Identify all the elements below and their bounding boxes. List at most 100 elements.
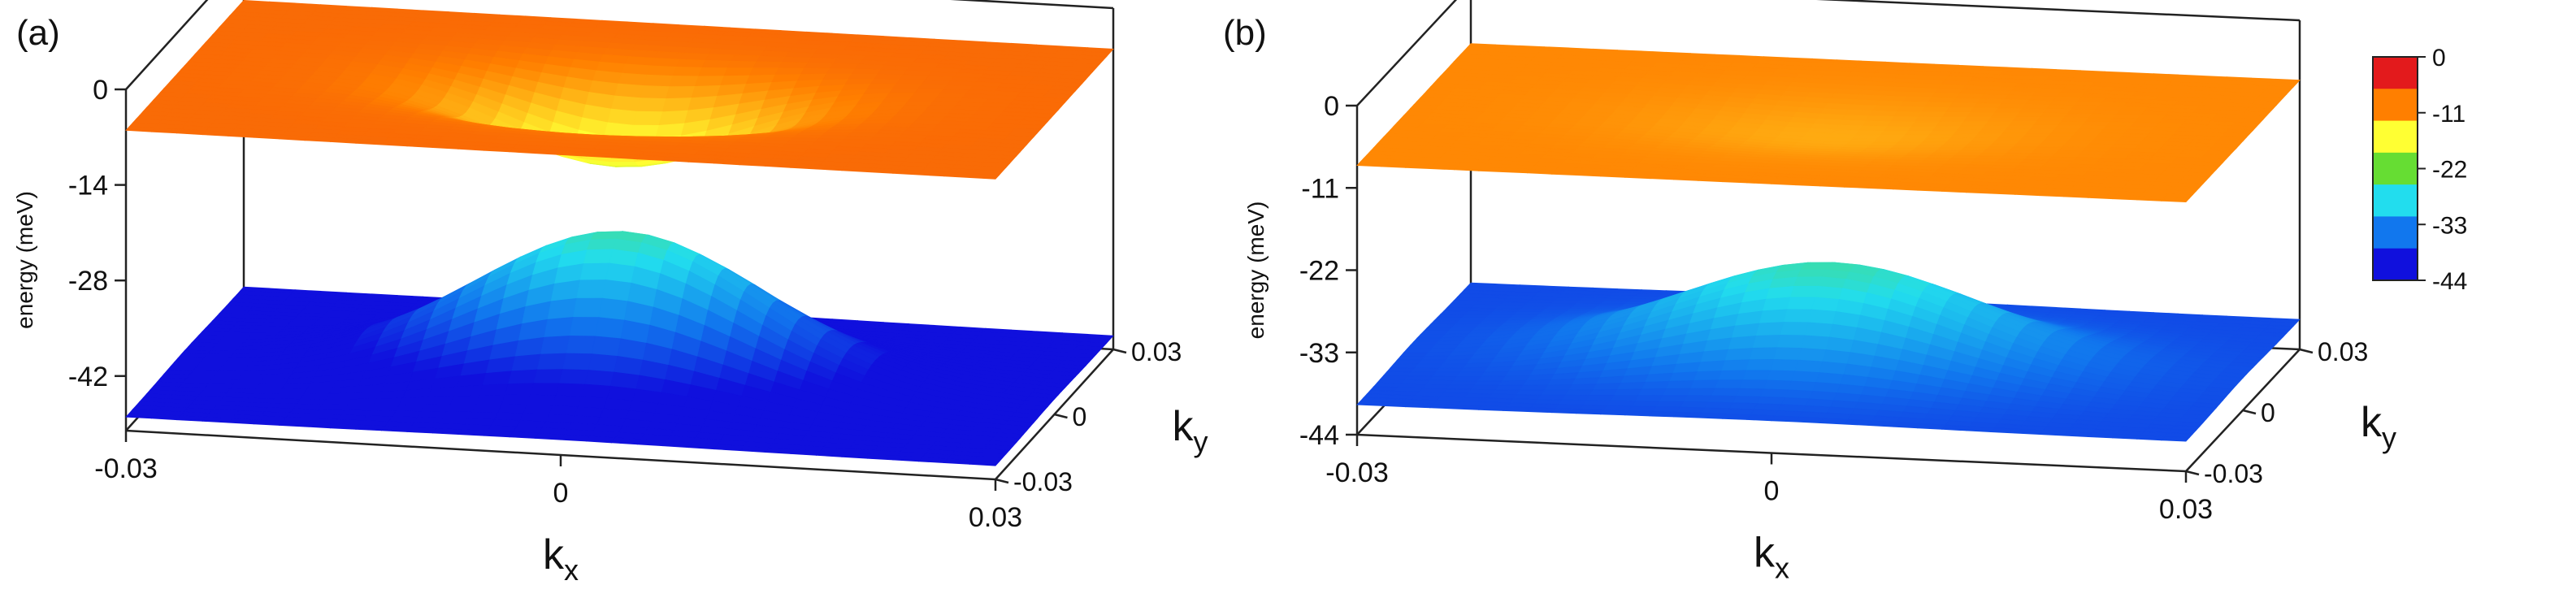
surface-facet xyxy=(1454,405,1483,410)
surface-facet xyxy=(1945,106,1975,113)
surface-facet xyxy=(1409,340,1439,346)
surface-facet xyxy=(586,238,617,251)
surface-facet xyxy=(482,370,513,386)
surface-facet xyxy=(1997,103,2027,109)
surface-facet xyxy=(1520,306,1550,310)
surface-facet xyxy=(566,335,596,355)
surface-facet xyxy=(1381,162,1410,168)
surface-facet xyxy=(1568,384,1598,391)
surface-facet xyxy=(1600,172,1629,178)
surface-facet xyxy=(1456,371,1485,377)
surface-facet xyxy=(2036,143,2066,148)
surface-facet xyxy=(1762,297,1792,312)
surface-facet xyxy=(504,383,535,396)
surface-facet xyxy=(1449,380,1479,386)
panel-label: (b) xyxy=(1223,13,1267,53)
surface-facet xyxy=(2043,136,2073,141)
surface-facet xyxy=(483,430,514,438)
surfaces xyxy=(125,0,1114,466)
surface-facet xyxy=(1889,115,1919,123)
surface-facet xyxy=(1416,334,1446,339)
surface-facet xyxy=(643,74,674,88)
surface-facet xyxy=(347,398,378,406)
surface-facet xyxy=(1789,285,1819,298)
surface-facet xyxy=(1537,394,1567,401)
surface-facet xyxy=(215,370,245,376)
surface-facet xyxy=(509,431,540,439)
surface-facet xyxy=(1459,366,1489,373)
surface-facet xyxy=(969,173,1000,180)
surface-facet xyxy=(427,386,458,398)
surface-facet xyxy=(1698,412,1727,419)
surface-facet xyxy=(1424,351,1454,357)
surface-facet xyxy=(380,426,412,432)
surface-facet xyxy=(2071,132,2101,137)
surface-facet xyxy=(1417,359,1447,365)
surface-facet xyxy=(1938,116,1968,123)
surface-facet xyxy=(829,63,860,70)
surface-facet xyxy=(1798,348,1827,362)
y-tick xyxy=(2242,409,2257,415)
surface-facet xyxy=(1759,388,1789,398)
surface-facet xyxy=(530,383,560,396)
surface-facet xyxy=(756,55,787,63)
surface-facet xyxy=(774,67,805,76)
surface-facet xyxy=(533,369,564,384)
surface-facet xyxy=(202,353,234,359)
surface-facet xyxy=(1722,413,1751,420)
surface-facet xyxy=(669,76,700,88)
surface-facet xyxy=(511,353,541,372)
surface-facet xyxy=(555,383,586,397)
surface-facet xyxy=(723,67,754,77)
surface-facet xyxy=(1429,164,1459,171)
surface-facet xyxy=(873,73,904,80)
surface-facet xyxy=(2064,140,2094,145)
surface-facet xyxy=(1519,384,1549,391)
surface-facet xyxy=(1715,379,1744,389)
surface-facet xyxy=(304,422,335,429)
surface-facet xyxy=(1599,301,1629,305)
surface-facet xyxy=(1795,416,1824,424)
surface-facet xyxy=(1516,389,1546,396)
z-tick-label: 0 xyxy=(93,75,108,106)
surface-facet xyxy=(1868,110,1898,117)
y-tick-label: -0.03 xyxy=(2204,459,2263,488)
panel-label: (a) xyxy=(16,13,60,53)
x-axis-label-sub: x xyxy=(1775,552,1789,585)
surface-facet xyxy=(640,85,670,99)
surface-facet xyxy=(1544,306,1574,310)
surface-facet xyxy=(1396,356,1426,361)
surface-facet xyxy=(213,342,244,348)
surface-facet xyxy=(2075,128,2105,134)
surface-facet xyxy=(661,98,692,113)
surface-facet xyxy=(2039,430,2068,436)
y-axis-label-sub: y xyxy=(2382,421,2396,454)
surface-facet xyxy=(1454,166,1483,171)
surface-facet xyxy=(1791,370,1820,384)
surface-facet xyxy=(2136,435,2166,441)
surface-facet xyxy=(1477,375,1507,382)
surface-facet xyxy=(910,92,942,98)
surface-facet xyxy=(1797,269,1826,278)
surface-facet xyxy=(891,83,923,89)
y-axis-label: ky xyxy=(1173,403,1208,458)
surface-facet xyxy=(1746,179,1776,184)
colorbar-segment xyxy=(2373,184,2418,217)
z-axis-label: energy (meV) xyxy=(1243,202,1268,340)
x-tick-label: -0.03 xyxy=(1325,457,1389,488)
surface-facet xyxy=(2005,124,2035,131)
surface-facet xyxy=(1438,363,1468,369)
surface-facet xyxy=(1429,320,1459,325)
surface-facet xyxy=(895,79,926,85)
y-tick-label: 0 xyxy=(1073,402,1087,431)
surface-facet xyxy=(453,384,484,397)
surface-facet xyxy=(848,73,878,80)
surface-facet xyxy=(1673,411,1702,418)
surface-facet xyxy=(1503,406,1532,413)
surface-facet xyxy=(913,88,945,94)
surface-facet xyxy=(2050,128,2080,134)
surface-facet xyxy=(192,366,223,372)
surface-facet xyxy=(296,399,327,405)
surface-facet xyxy=(1749,347,1778,361)
surface-facet xyxy=(1561,394,1591,401)
